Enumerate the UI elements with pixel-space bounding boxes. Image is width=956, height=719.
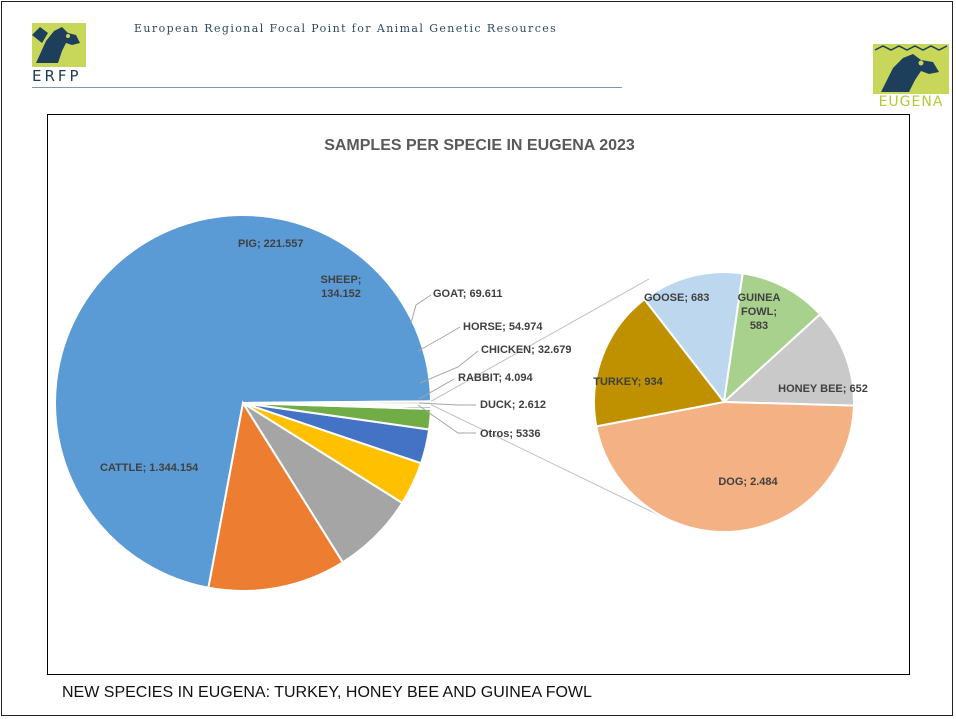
chart-title: SAMPLES PER SPECIE IN EUGENA 2023: [324, 137, 635, 154]
pie-of-pie-chart: CATTLE; 1.344.154 PIG; 221.557 SHEEP; 134.1…: [54, 214, 868, 592]
slice-turkey: [593, 297, 726, 428]
erfp-logo: ERFP: [26, 23, 96, 89]
label-sheep: SHEEP; 134.152: [321, 274, 362, 300]
label-pig: PIG; 221.557: [238, 238, 303, 250]
leader-rabbit: [418, 378, 455, 400]
connector-line-top: [430, 278, 650, 402]
label-cattle: CATTLE; 1.344.154: [100, 462, 199, 474]
slide-caption: NEW SPECIES IN EUGENA: TURKEY, HONEY BEE…: [62, 684, 592, 701]
erfp-logo-text: ERFP: [32, 67, 82, 85]
leader-otros: [417, 404, 476, 434]
label-guinea-fowl: GUINEA FOWL; 583: [738, 292, 781, 332]
label-dog: DOG; 2.484: [718, 476, 778, 488]
chart-frame: SAMPLES PER SPECIE IN EUGENA 2023 CATTLE…: [47, 114, 910, 675]
label-honey-bee: HONEY BEE; 652: [778, 383, 868, 395]
label-horse: HORSE; 54.974: [463, 321, 543, 333]
label-duck: DUCK; 2.612: [480, 399, 546, 411]
label-otros: Otros; 5336: [480, 428, 541, 440]
slice-guinea-fowl: [722, 272, 822, 405]
connector-line-bottom: [430, 404, 670, 521]
label-chicken: CHICKEN; 32.679: [481, 344, 571, 356]
slice-otros: [242, 400, 432, 406]
slice-pig: [207, 400, 345, 592]
leader-horse: [417, 326, 461, 352]
eugena-logo-text: EUGENA: [878, 94, 944, 110]
slice-goose: [642, 271, 744, 405]
slice-dog: [595, 400, 855, 533]
slice-honey-bee: [721, 312, 855, 407]
label-goat: GOAT; 69.611: [433, 288, 503, 300]
eugena-logo: EUGENA: [873, 44, 949, 114]
label-goose: GOOSE; 683: [644, 292, 709, 304]
horse-head-icon: [873, 44, 949, 94]
header-divider: [32, 87, 622, 88]
leader-chicken: [419, 350, 479, 384]
organization-title: European Regional Focal Point for Animal…: [134, 22, 558, 35]
label-turkey: TURKEY; 934: [593, 376, 663, 388]
horse-head-icon: [32, 23, 86, 67]
leader-goat: [410, 294, 432, 324]
leader-duck: [418, 402, 476, 406]
label-rabbit: RABBIT; 4.094: [458, 372, 533, 384]
